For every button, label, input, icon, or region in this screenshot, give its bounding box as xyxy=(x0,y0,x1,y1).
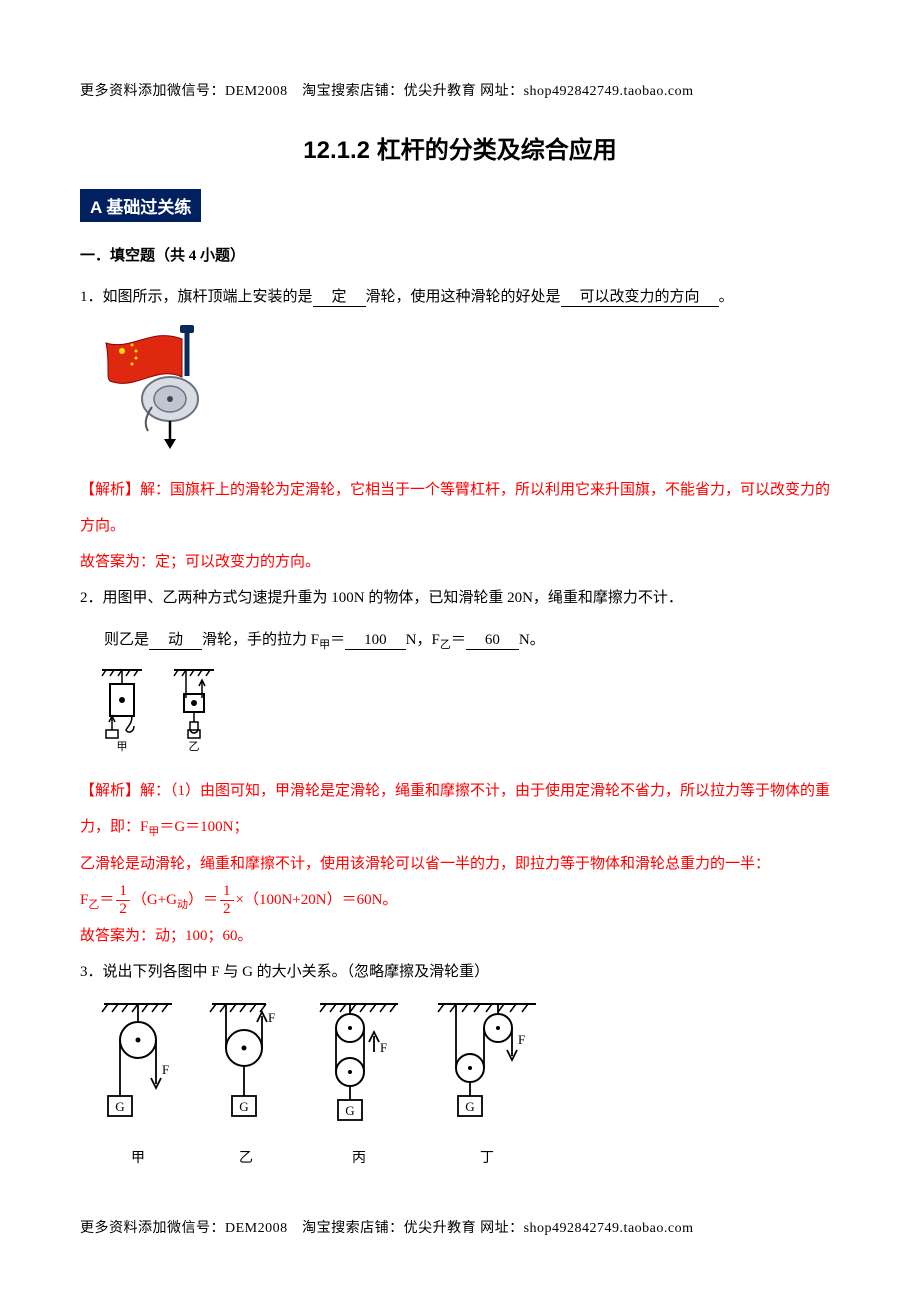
eq-mid: （G+G xyxy=(132,892,177,908)
q2-blank-1: 动 xyxy=(149,632,202,650)
q2-a1-sub: 甲 xyxy=(148,826,159,838)
q2-a1-b: ＝G＝100N； xyxy=(159,819,248,835)
q3-figure: F G 甲 F G 乙 xyxy=(98,996,840,1167)
pulley-yi-icon: F G xyxy=(206,996,286,1136)
svg-text:G: G xyxy=(345,1103,354,1118)
q2-l2-e: ＝ xyxy=(451,632,466,648)
svg-text:F: F xyxy=(162,1062,169,1077)
q1-analysis-1: 【解析】解：国旗杆上的滑轮为定滑轮，它相当于一个等臂杠杆，所以利用它来升国旗，不… xyxy=(80,472,840,544)
section-tab: A 基础过关练 xyxy=(80,189,201,222)
svg-text:乙: 乙 xyxy=(189,740,200,752)
q2-analysis-2: 乙滑轮是动滑轮，绳重和摩擦不计，使用该滑轮可以省一半的力，即拉力等于物体和滑轮总… xyxy=(80,846,840,882)
q2-l2-c: ＝ xyxy=(330,632,345,648)
q2-l2-d: N，F xyxy=(406,632,440,648)
svg-text:F: F xyxy=(380,1040,387,1055)
eq-c: ×（100N+20N）＝60N。 xyxy=(236,892,398,908)
svg-text:G: G xyxy=(465,1099,474,1114)
q2-figure: 甲 乙 xyxy=(98,664,840,757)
eq-a: ＝ xyxy=(99,892,114,908)
q2-blank-2: 100 xyxy=(345,632,406,650)
frac1-d: 2 xyxy=(116,901,130,918)
q1-mid: 滑轮，使用这种滑轮的好处是 xyxy=(366,289,561,305)
q1-suffix: 。 xyxy=(719,289,734,305)
subheading: 一．填空题（共 4 小题） xyxy=(80,244,840,265)
question-2-line1: 2．用图甲、乙两种方式匀速提升重为 100N 的物体，已知滑轮重 20N，绳重和… xyxy=(80,580,840,616)
pulley-ding-icon: F G xyxy=(432,996,542,1136)
pulley-jia-icon: F G xyxy=(98,996,178,1136)
question-1: 1．如图所示，旗杆顶端上安装的是 定 滑轮，使用这种滑轮的好处是 可以改变力的方… xyxy=(80,279,840,315)
eq-sub: 乙 xyxy=(88,899,99,911)
q1-analysis-2: 故答案为：定；可以改变力的方向。 xyxy=(80,544,840,580)
pulley-a-icon: 甲 xyxy=(98,664,146,752)
frac2-n: 1 xyxy=(220,883,234,901)
eq-b: ）＝ xyxy=(188,892,218,908)
page-footer: 更多资料添加微信号：DEM2008 淘宝搜索店铺：优尖升教育 网址：shop49… xyxy=(80,1217,840,1237)
pulley-b-icon: 乙 xyxy=(170,664,218,752)
question-2-line2: 则乙是 动 滑轮，手的拉力 F甲＝ 100 N，F乙＝ 60 N。 xyxy=(80,622,840,658)
flag-pulley-icon xyxy=(92,321,222,451)
svg-text:G: G xyxy=(239,1099,248,1114)
q2-analysis-3: 故答案为：动；100；60。 xyxy=(80,918,840,954)
label-jia: 甲 xyxy=(98,1147,178,1167)
q2-blank-3: 60 xyxy=(466,632,519,650)
q2-l2-a: 则乙是 xyxy=(104,632,149,648)
question-3: 3．说出下列各图中 F 与 G 的大小关系。（忽略摩擦及滑轮重） xyxy=(80,954,840,990)
label-yi: 乙 xyxy=(206,1147,286,1167)
label-bing: 丙 xyxy=(314,1147,404,1167)
q2-sub2: 乙 xyxy=(440,639,451,651)
svg-text:F: F xyxy=(518,1032,525,1047)
q2-l2-b: 滑轮，手的拉力 F xyxy=(202,632,319,648)
frac2-d: 2 xyxy=(220,901,234,918)
q1-prefix: 1．如图所示，旗杆顶端上安装的是 xyxy=(80,289,313,305)
svg-text:F: F xyxy=(268,1010,275,1025)
q1-blank-1: 定 xyxy=(313,289,366,307)
q2-analysis-1: 【解析】解：（1）由图可知，甲滑轮是定滑轮，绳重和摩擦不计，由于使用定滑轮不省力… xyxy=(80,773,840,845)
q1-blank-2: 可以改变力的方向 xyxy=(561,289,719,307)
frac1-n: 1 xyxy=(116,883,130,901)
svg-text:甲: 甲 xyxy=(117,741,128,752)
q2-sub1: 甲 xyxy=(319,639,330,651)
page-header: 更多资料添加微信号：DEM2008 淘宝搜索店铺：优尖升教育 网址：shop49… xyxy=(80,80,840,100)
q1-figure xyxy=(92,321,840,456)
label-ding: 丁 xyxy=(432,1147,542,1167)
q2-equation: F乙＝12（G+G动）＝12×（100N+20N）＝60N。 xyxy=(80,882,840,918)
page-title: 12.1.2 杠杆的分类及综合应用 xyxy=(80,130,840,165)
q2-l2-f: N。 xyxy=(519,632,545,648)
eq-mid-sub: 动 xyxy=(177,899,188,911)
pulley-bing-icon: F G xyxy=(314,996,404,1136)
svg-text:G: G xyxy=(115,1099,124,1114)
